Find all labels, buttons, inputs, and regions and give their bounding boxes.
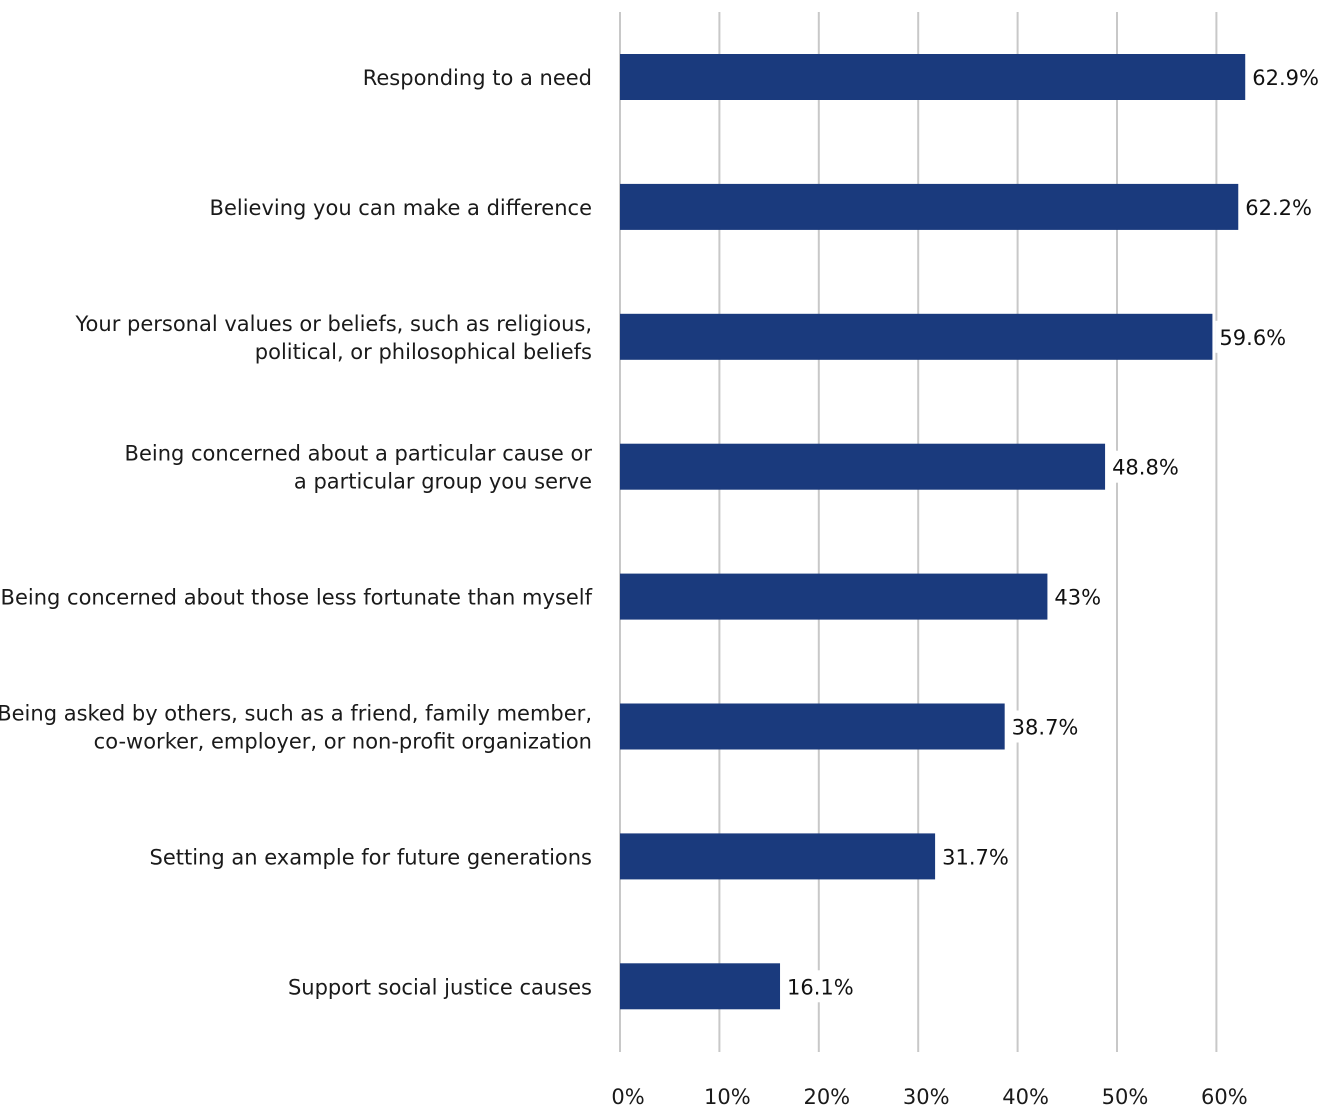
category-label-line: Your personal values or beliefs, such as… [75,312,593,336]
value-label-background [1215,320,1283,353]
bars [620,54,1246,1010]
category-label-line: Being asked by others, such as a friend,… [0,702,592,726]
category-labels: Responding to a need Believing you can ma… [0,66,593,999]
value-label-background [1108,450,1176,483]
category-label-line: a particular group you serve [294,470,592,494]
value-label: 16.1% [787,975,854,999]
x-tick-label: 0% [611,1085,644,1108]
value-label-background [1248,61,1316,93]
category-label: Responding to a need [363,66,592,90]
x-tick-label: 50% [1102,1085,1149,1108]
category-label-line: Being concerned about those less fortuna… [1,586,593,610]
category-label-line: Being concerned about a particular cause… [125,442,593,466]
bar [620,833,936,880]
category-label-line: Setting an example for future generation… [150,845,593,869]
value-label: 62.9% [1252,66,1319,90]
gridlines [619,12,1218,1052]
bar [620,443,1106,490]
category-label-line: co-worker, employer, or non-profit organ… [94,730,592,754]
value-label-background [1050,580,1094,613]
x-tick-label: 20% [803,1085,850,1108]
category-label: Being concerned about a particular cause… [125,442,593,494]
value-labels: 62.9% 62.2% 59.6% 48.8% 43% 38.7% 31.7% 16.1% [783,61,1319,1003]
category-label-line: Support social justice causes [288,975,592,999]
category-label: Being asked by others, such as a friend,… [0,702,592,754]
x-tick-label: 30% [903,1085,950,1108]
value-label: 38.7% [1012,716,1079,740]
bar [620,183,1239,230]
x-axis-tick-labels: 0% 10% 20% 30% 40% 50% 60% [611,1085,1247,1108]
value-label-background [1241,190,1309,223]
x-tick-label: 10% [704,1085,751,1108]
category-label: Being concerned about those less fortuna… [1,586,593,610]
x-tick-label: 60% [1201,1085,1248,1108]
category-label: Support social justice causes [288,975,592,999]
category-label-line: Responding to a need [363,66,592,90]
value-label: 48.8% [1112,456,1179,480]
value-label: 62.2% [1245,196,1312,220]
value-label: 31.7% [942,845,1009,869]
x-tick-label: 40% [1002,1085,1049,1108]
bar [620,313,1213,360]
category-label-line: Believing you can make a difference [210,196,592,220]
category-label: Setting an example for future generation… [150,845,593,869]
category-label-line: political, or philosophical beliefs [255,340,592,364]
value-label: 59.6% [1219,326,1286,350]
category-label: Your personal values or beliefs, such as… [75,312,593,364]
bar [620,573,1048,620]
value-label: 43% [1054,586,1101,610]
bar [620,54,1246,100]
value-label-background [783,970,851,1003]
bar [620,963,781,1010]
category-label: Believing you can make a difference [210,196,592,220]
bar [620,703,1005,750]
value-label-background [1007,710,1075,743]
value-label-background [938,840,1006,873]
